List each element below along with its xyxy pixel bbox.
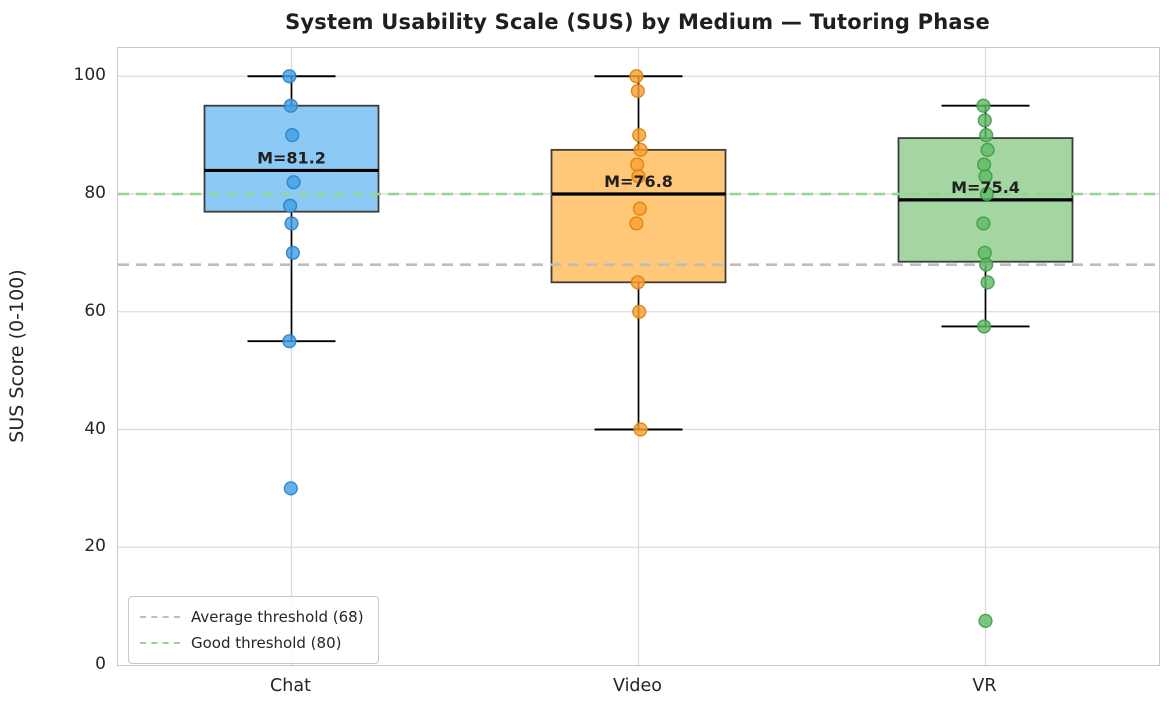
data-point-chat-78 xyxy=(283,198,298,213)
dashed-line-swatch-gray xyxy=(140,616,180,618)
mean-label-vr: M=75.4 xyxy=(951,178,1020,197)
y-tick-20: 20 xyxy=(84,536,106,557)
mean-label-video: M=76.8 xyxy=(604,172,673,191)
data-point-video-83 xyxy=(631,169,646,184)
legend-label: Average threshold (68) xyxy=(191,608,364,626)
data-point-video-87.5 xyxy=(633,142,648,157)
data-point-video-90 xyxy=(632,128,647,143)
boxplot-canvas: M=81.2 M=76.8 M=75.4 xyxy=(118,48,1159,665)
data-point-video-60 xyxy=(632,304,647,319)
data-point-vr-87.5 xyxy=(980,142,995,157)
data-point-video-40 xyxy=(633,422,648,437)
mean-label-chat: M=81.2 xyxy=(257,148,326,167)
data-point-chat-90 xyxy=(285,128,300,143)
data-point-video-100 xyxy=(629,69,644,84)
dashed-line-swatch-green xyxy=(140,642,180,644)
data-point-chat-30 xyxy=(283,481,298,496)
legend-item-average-threshold: Average threshold (68) xyxy=(140,604,364,630)
data-point-vr-95 xyxy=(976,98,991,113)
data-point-vr-75 xyxy=(976,216,991,231)
legend: Average threshold (68) Good threshold (8… xyxy=(128,596,379,664)
data-point-video-65 xyxy=(630,275,645,290)
data-point-chat-70 xyxy=(285,245,301,260)
data-point-chat-95 xyxy=(283,98,298,113)
x-tick-vr: VR xyxy=(972,676,997,696)
data-point-vr-83 xyxy=(978,169,993,184)
plot-area: M=81.2 M=76.8 M=75.4 xyxy=(117,47,1160,666)
y-tick-0: 0 xyxy=(95,654,106,674)
y-tick-100: 100 xyxy=(73,65,106,86)
data-point-vr-7.5 xyxy=(978,613,993,628)
data-point-video-77.5 xyxy=(632,201,648,216)
data-point-chat-75 xyxy=(284,216,299,231)
data-point-vr-68 xyxy=(979,257,994,272)
data-point-vr-70 xyxy=(977,245,992,260)
data-point-vr-57.5 xyxy=(976,319,992,334)
y-tick-60: 60 xyxy=(84,300,106,321)
data-point-chat-100 xyxy=(282,69,297,84)
x-tick-video: Video xyxy=(612,676,663,696)
data-point-video-75 xyxy=(629,216,644,231)
data-point-vr-92.5 xyxy=(977,113,992,128)
y-tick-40: 40 xyxy=(84,418,106,439)
data-point-vr-90 xyxy=(979,128,994,143)
chart-title: System Usability Scale (SUS) by Medium —… xyxy=(285,10,990,34)
data-point-video-85 xyxy=(629,157,645,172)
data-point-chat-82 xyxy=(286,175,301,190)
x-tick-chat: Chat xyxy=(270,676,311,696)
data-point-vr-80 xyxy=(979,186,995,202)
data-point-vr-65 xyxy=(980,275,995,290)
data-point-video-97.5 xyxy=(630,83,645,99)
data-point-chat-55 xyxy=(282,334,297,349)
data-point-vr-85 xyxy=(976,157,992,172)
legend-label: Good threshold (80) xyxy=(191,634,342,652)
y-tick-80: 80 xyxy=(84,183,106,203)
legend-item-good-threshold: Good threshold (80) xyxy=(140,630,364,656)
y-axis-label: SUS Score (0-100) xyxy=(6,269,28,443)
